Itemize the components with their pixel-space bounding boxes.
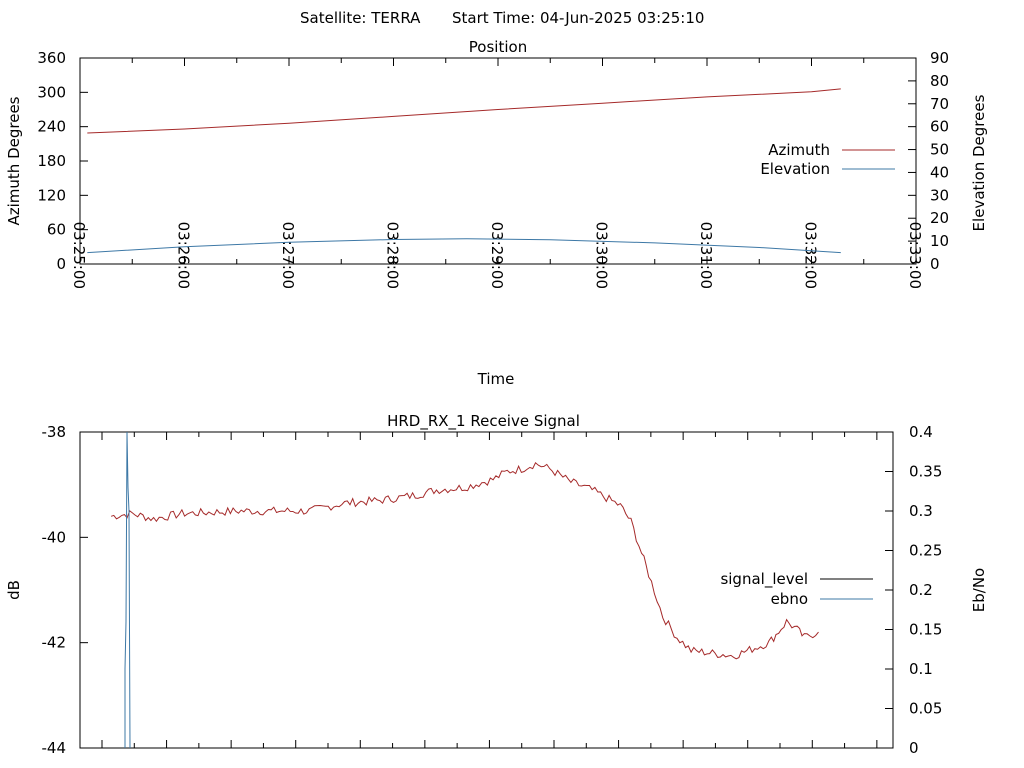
receive-signal-chart: HRD_RX_1 Receive Signal -38 -40 -42 -44 0 0.05…: [5, 412, 988, 757]
x-tick-label: 03:28:00: [384, 222, 402, 289]
position-chart: Position 0 60 120 180 240 300 360 0 10 20 30 40 50 60 7…: [5, 38, 988, 388]
y2-tick-label: 20: [930, 209, 949, 227]
y-tick-label: -42: [42, 634, 67, 652]
y-tick-label: 0: [56, 255, 66, 273]
receive-chart-title: HRD_RX_1 Receive Signal: [387, 412, 580, 431]
y-tick-label: -40: [42, 528, 67, 546]
x-tick-label: 03:27:00: [279, 222, 297, 289]
x-tick-label: 03:30:00: [593, 222, 611, 289]
y-tick-label: 360: [37, 49, 66, 67]
start-time-label: Start Time: 04-Jun-2025 03:25:10: [452, 9, 704, 27]
series-line-signal_level: [110, 462, 819, 660]
x-tick-label: 03:33:00: [906, 222, 924, 289]
legend-label-ebno: ebno: [771, 590, 808, 608]
y2-tick-label: 70: [930, 95, 949, 113]
series-line-azimuth: [87, 88, 841, 134]
legend-label-elevation: Elevation: [760, 160, 830, 178]
y2-tick-label: 0.15: [909, 621, 942, 639]
x-axis-label: Time: [477, 370, 515, 388]
series-line-elevation: [87, 238, 841, 254]
y2-axis-label: Eb/No: [970, 568, 988, 612]
x-tick-label: 03:32:00: [802, 222, 820, 289]
x-tick-label: 03:26:00: [175, 222, 193, 289]
y2-tick-label: 0.2: [909, 581, 933, 599]
y2-tick-label: 50: [930, 141, 949, 159]
y-tick-label: 300: [37, 83, 66, 101]
y2-tick-label: 0.35: [909, 463, 942, 481]
y2-tick-label: 0.4: [909, 423, 933, 441]
y2-tick-label: 90: [930, 49, 949, 67]
y2-tick-label: 80: [930, 72, 949, 90]
y2-tick-label: 0: [909, 739, 919, 757]
x-tick-label: 03:31:00: [697, 222, 715, 289]
y-tick-label: -38: [42, 423, 67, 441]
y-tick-label: 60: [47, 221, 66, 239]
y2-tick-label: 30: [930, 186, 949, 204]
y-tick-label: -44: [42, 739, 67, 757]
x-tick-label: 03:25:00: [70, 222, 88, 289]
y-tick-label: 180: [37, 152, 66, 170]
legend-label-azimuth: Azimuth: [768, 141, 830, 159]
satellite-label: Satellite: TERRA: [300, 9, 421, 27]
y2-tick-label: 0.1: [909, 660, 933, 678]
y2-tick-label: 60: [930, 118, 949, 136]
y2-tick-label: 40: [930, 163, 949, 181]
y2-axis-label: Elevation Degrees: [970, 94, 988, 231]
y2-tick-label: 10: [930, 232, 949, 250]
series-line-ebno: [124, 431, 131, 749]
y-tick-label: 240: [37, 118, 66, 136]
y2-tick-label: 0.25: [909, 542, 942, 560]
x-tick-label: 03:29:00: [488, 222, 506, 289]
y2-tick-label: 0: [930, 255, 940, 273]
y-tick-label: 120: [37, 186, 66, 204]
y2-tick-label: 0.05: [909, 700, 942, 718]
y-axis-label: Azimuth Degrees: [5, 96, 23, 225]
legend-label-signal_level: signal_level: [720, 570, 808, 589]
y2-tick-label: 0.3: [909, 502, 933, 520]
y-axis-label: dB: [5, 580, 23, 600]
position-chart-title: Position: [469, 38, 527, 56]
